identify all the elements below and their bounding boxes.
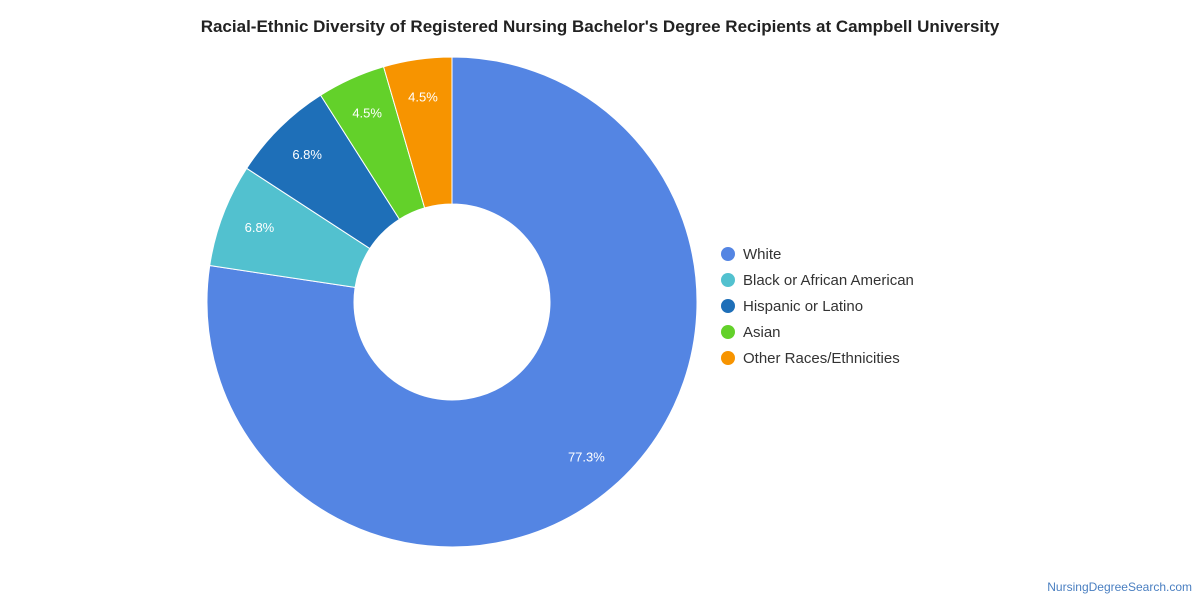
chart-title: Racial-Ethnic Diversity of Registered Nu… — [200, 17, 1000, 36]
legend-item[interactable]: Black or African American — [721, 267, 914, 293]
legend-item[interactable]: Hispanic or Latino — [721, 293, 914, 319]
watermark-link[interactable]: NursingDegreeSearch.com — [1047, 580, 1192, 594]
legend-item[interactable]: White — [721, 241, 914, 267]
legend-swatch-icon — [721, 299, 735, 313]
slice-label: 4.5% — [408, 89, 438, 104]
slice-label: 6.8% — [292, 147, 322, 162]
slice-other-races-ethnicities[interactable] — [382, 56, 453, 209]
legend-label: Other Races/Ethnicities — [743, 349, 900, 367]
slice-label: 4.5% — [352, 106, 382, 121]
legend-label: Black or African American — [743, 271, 914, 289]
legend-label: Hispanic or Latino — [743, 297, 864, 315]
slice-label: 6.8% — [245, 220, 275, 235]
legend-swatch-icon — [721, 325, 735, 339]
slice-labels-group: 77.3% 6.8% 6.8% 4.5% 4.5% — [245, 89, 606, 464]
slice-white[interactable] — [206, 56, 698, 548]
slice-label: 77.3% — [568, 450, 605, 465]
legend-label: Asian — [743, 323, 781, 341]
legend-swatch-icon — [721, 247, 735, 261]
legend-swatch-icon — [721, 351, 735, 365]
legend-swatch-icon — [721, 273, 735, 287]
legend: White Black or African American Hispanic o… — [721, 241, 914, 371]
slices-group — [206, 56, 698, 548]
legend-item[interactable]: Other Races/Ethnicities — [721, 345, 914, 371]
legend-item[interactable]: Asian — [721, 319, 914, 345]
legend-label: White — [743, 245, 782, 263]
